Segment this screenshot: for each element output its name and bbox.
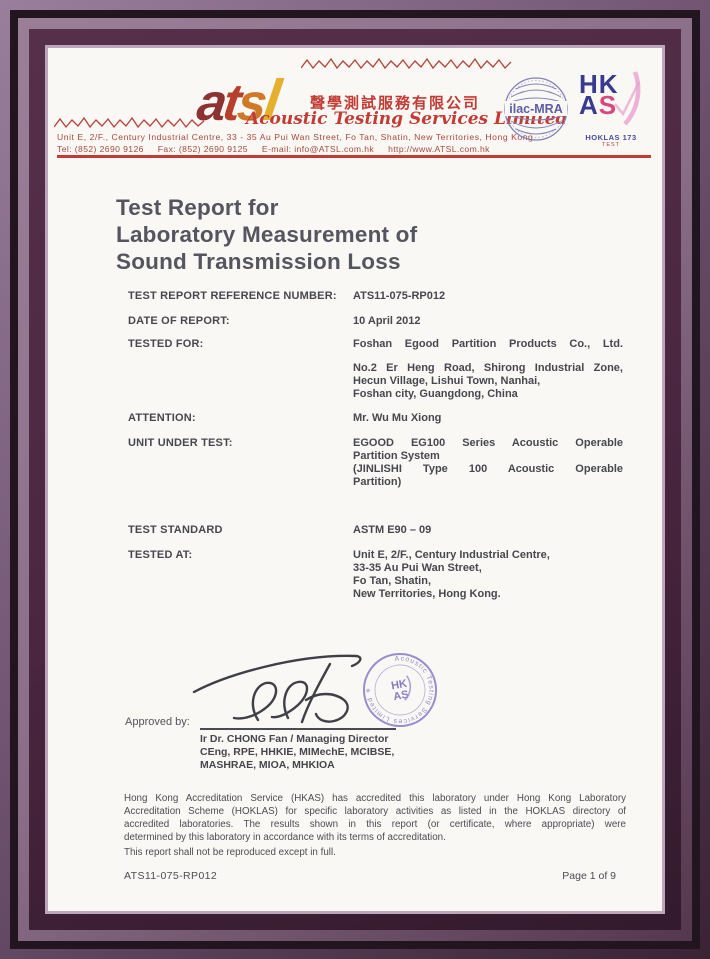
field-label: DATE OF REPORT: <box>128 315 230 327</box>
field-value: 10 April 2012 <box>353 315 421 327</box>
ilac-mra-emblem-icon: ilac-MRA <box>504 77 568 141</box>
picture-frame-lip: atsl 聲學測試服務有限公司 Acoustic Testing Service… <box>45 45 665 914</box>
header-divider <box>57 155 651 158</box>
accreditation-line: Hong Kong Accreditation Service (HKAS) h… <box>124 793 626 804</box>
field-value: ASTM E90 – 09 <box>353 524 432 536</box>
signature-underline <box>200 728 396 730</box>
report-reference-footer: ATS11-075-RP012 <box>124 870 218 882</box>
title-line-2: Laboratory Measurement of <box>116 222 418 247</box>
header-address: Unit E, 2/F., Century Industrial Centre,… <box>57 132 534 142</box>
hoklas-accreditation-mark: HOKLAS 173 TEST <box>576 133 646 148</box>
field-label: TEST REPORT REFERENCE NUMBER: <box>128 290 337 302</box>
unit-under-test-line: (JINLISHI Type 100 Acoustic Operable <box>353 463 623 475</box>
picture-frame-groove: atsl 聲學測試服務有限公司 Acoustic Testing Service… <box>10 10 700 949</box>
tested-at-line: Fo Tan, Shatin, <box>353 575 432 587</box>
company-name-chinese: 聲學測試服務有限公司 <box>310 95 481 112</box>
client-address-line: Foshan city, Guangdong, China <box>353 388 518 400</box>
client-address-line: No.2 Er Heng Road, Shirong Industrial Zo… <box>353 362 623 374</box>
report-page: atsl 聲學測試服務有限公司 Acoustic Testing Service… <box>48 48 662 911</box>
tested-at-line: Unit E, 2/F., Century Industrial Centre, <box>353 549 550 561</box>
title-line-1: Test Report for <box>116 195 279 220</box>
header-contact: Tel: (852) 2690 9126 Fax: (852) 2690 912… <box>57 144 490 154</box>
hkas-letter-a: A <box>579 90 599 120</box>
signatory-qualifications: MASHRAE, MIOA, MHKIOA <box>200 759 335 771</box>
field-value: Foshan Egood Partition Products Co., Ltd… <box>353 338 623 350</box>
field-label: TEST STANDARD <box>128 524 223 536</box>
approved-by-label: Approved by: <box>125 716 190 728</box>
waveform-decoration-left <box>54 116 205 129</box>
reproduction-note: This report shall not be reproduced exce… <box>124 847 336 858</box>
stamp-center-hk: HK <box>390 678 408 693</box>
field-label: UNIT UNDER TEST: <box>128 437 233 449</box>
signatory-qualifications: CEng, RPE, HHKIE, MIMechE, MCIBSE, <box>200 746 395 758</box>
report-title: Test Report for Laboratory Measurement o… <box>116 194 417 275</box>
hkas-letter-s: S <box>598 90 618 120</box>
field-value: ATS11-075-RP012 <box>353 290 446 302</box>
page-number: Page 1 of 9 <box>562 870 616 882</box>
accreditation-line: Accreditation Scheme (HOKLAS) for specif… <box>124 806 626 817</box>
accreditation-statement: Hong Kong Accreditation Service (HKAS) h… <box>124 792 626 844</box>
client-address-line: Hecun Village, Lishui Town, Nanhai, <box>353 375 541 387</box>
signatory-name-title: Ir Dr. CHONG Fan / Managing Director <box>200 733 389 745</box>
field-label: ATTENTION: <box>128 412 196 424</box>
hoklas-test-label: TEST <box>601 142 621 148</box>
unit-under-test-line: EGOOD EG100 Series Acoustic Operable <box>353 437 623 449</box>
field-label: TESTED FOR: <box>128 338 204 350</box>
field-value: Mr. Wu Mu Xiong <box>353 412 442 424</box>
picture-frame-bevel: atsl 聲學測試服務有限公司 Acoustic Testing Service… <box>18 18 692 941</box>
hkas-tick-icon <box>614 71 641 126</box>
hkas-letters-as: AS <box>579 92 643 118</box>
ilac-mra-label: ilac-MRA <box>509 102 562 116</box>
tested-at-line: New Territories, Hong Kong. <box>353 588 501 600</box>
stamp-center-as: AS <box>392 689 409 703</box>
page-footer-row: ATS11-075-RP012 Page 1 of 9 <box>124 870 616 882</box>
title-line-3: Sound Transmission Loss <box>116 249 401 274</box>
tested-at-line: 33-35 Au Pui Wan Street, <box>353 562 482 574</box>
waveform-decoration-top <box>301 57 512 70</box>
hoklas-number: HOKLAS 173 <box>585 133 637 142</box>
unit-under-test-line: Partition) <box>353 476 402 488</box>
field-label: TESTED AT: <box>128 549 193 561</box>
signatory-details: Ir Dr. CHONG Fan / Managing Director CEn… <box>200 733 394 772</box>
signature-handwriting <box>192 654 362 724</box>
unit-under-test-line: Partition System <box>353 450 440 462</box>
picture-frame-body: atsl 聲學測試服務有限公司 Acoustic Testing Service… <box>29 29 681 930</box>
hkas-logo: HK AS <box>579 69 643 126</box>
hkas-letters-hk: HK <box>579 69 619 99</box>
company-name-english: Acoustic Testing Services Limited <box>246 109 568 129</box>
company-stamp: Acoustic Testing Services Limited ✳ HK A… <box>359 650 440 730</box>
accreditation-line: accredited laboratories. The results sho… <box>124 819 626 830</box>
accreditation-line: determined by this laboratory in accorda… <box>124 832 446 843</box>
